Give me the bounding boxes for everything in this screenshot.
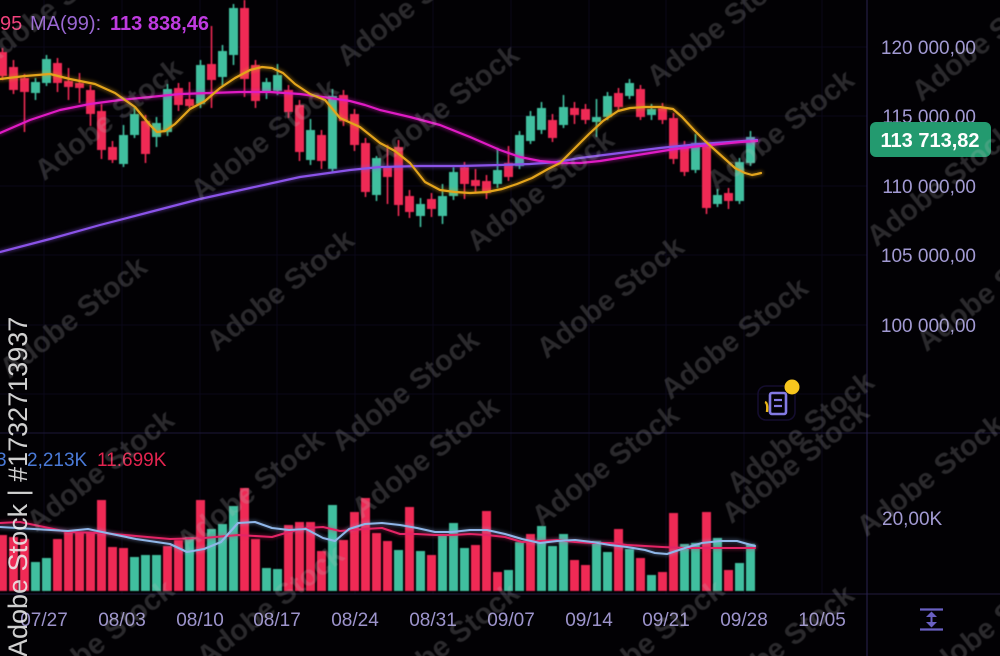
- svg-text:08/17: 08/17: [253, 610, 301, 631]
- svg-text:105 000,00: 105 000,00: [881, 246, 976, 267]
- svg-text:MA(99):: MA(99):: [30, 13, 101, 35]
- svg-text:08/03: 08/03: [98, 610, 146, 631]
- svg-text:20,00K: 20,00K: [882, 509, 943, 530]
- svg-text:Adobe Stock | #1732713937: Adobe Stock | #1732713937: [3, 317, 33, 656]
- svg-text:09/14: 09/14: [565, 610, 613, 631]
- svg-text:100 000,00: 100 000,00: [881, 316, 976, 337]
- svg-text:120 000,00: 120 000,00: [881, 38, 976, 59]
- svg-text:09/07: 09/07: [487, 610, 535, 631]
- svg-text:09/28: 09/28: [720, 610, 768, 631]
- svg-text:08/31: 08/31: [409, 610, 457, 631]
- svg-text:11.699K: 11.699K: [97, 450, 167, 471]
- svg-text:95: 95: [0, 13, 22, 35]
- svg-text:10/05: 10/05: [798, 610, 846, 631]
- svg-text:07/27: 07/27: [20, 610, 68, 631]
- svg-text:113 713,82: 113 713,82: [881, 130, 980, 152]
- svg-text:113 838,46: 113 838,46: [110, 13, 209, 35]
- svg-text:08/24: 08/24: [331, 610, 379, 631]
- svg-text:09/21: 09/21: [642, 610, 690, 631]
- svg-text:08/10: 08/10: [176, 610, 224, 631]
- svg-text:2,213K: 2,213K: [27, 450, 88, 471]
- svg-text:3: 3: [0, 450, 7, 471]
- svg-text:110 000,00: 110 000,00: [882, 177, 976, 198]
